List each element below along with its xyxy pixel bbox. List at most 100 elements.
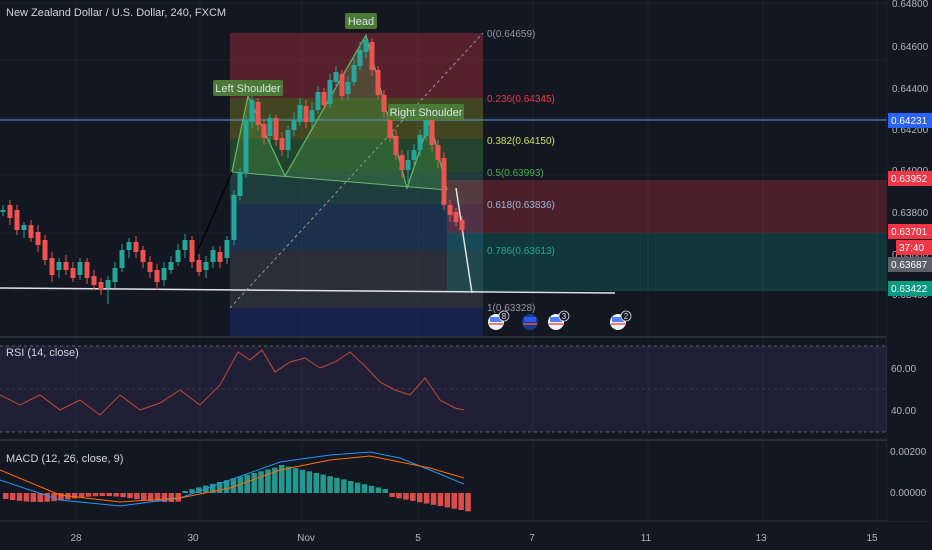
price-tick: 0.63600 [892, 250, 929, 261]
macd-bar [3, 493, 9, 499]
fib-retracement-zones [230, 33, 483, 336]
economic-events[interactable]: 8 3 2 [488, 310, 632, 330]
macd-bar [327, 476, 333, 493]
fib-label: 0.618(0.63836) [487, 200, 555, 211]
macd-bar [85, 493, 92, 497]
time-axis[interactable]: 28 30 Nov 5 7 11 13 15 [70, 533, 878, 544]
price-tick: 0.64800 [892, 0, 929, 10]
time-tick: 30 [187, 533, 199, 544]
macd-bar [78, 493, 85, 498]
macd-panel[interactable]: MACD (12, 26, close, 9) [0, 451, 471, 512]
macd-bar [175, 493, 181, 502]
macd-bar [313, 473, 319, 493]
fib-level-labels: 0(0.64659) 0.236(0.64345) 0.382(0.64150) 0.… [487, 29, 555, 314]
time-tick: 11 [641, 533, 652, 544]
macd-bar [354, 482, 361, 493]
macd-bar [444, 493, 451, 508]
macd-bar [168, 493, 175, 502]
macd-tick-0: 0.00000 [890, 488, 927, 499]
fib-label: 0.5(0.63993) [487, 168, 544, 179]
fib-diagonal [229, 32, 484, 309]
macd-bar [265, 469, 271, 493]
macd-bar [120, 493, 126, 498]
rsi-tick-40: 40.00 [891, 406, 916, 417]
price-axis[interactable]: 0.648000.646000.644000.642000.640000.638… [887, 0, 932, 521]
fib-label: 0.786(0.63613) [487, 246, 555, 257]
macd-bar [382, 489, 388, 493]
macd-bar [196, 487, 202, 493]
head-label[interactable]: Head [345, 13, 377, 29]
macd-bar [451, 493, 457, 509]
macd-bar [292, 468, 299, 493]
price-tick: 0.64400 [892, 84, 929, 95]
macd-bar [244, 474, 250, 493]
price-marker-label: 0.63422 [891, 284, 928, 295]
macd-bar [23, 493, 30, 502]
price-marker [888, 113, 932, 128]
macd-bar [30, 493, 37, 502]
macd-bar [251, 473, 257, 493]
left-shoulder-label[interactable]: Left Shoulder [213, 80, 283, 96]
right-shoulder-label[interactable]: Right Shoulder [388, 104, 464, 120]
macd-bar [92, 493, 99, 497]
macd-bar [417, 493, 423, 503]
svg-text:Right Shoulder: Right Shoulder [390, 107, 463, 119]
macd-bar [72, 493, 78, 499]
macd-bar [203, 485, 209, 493]
macd-bar [58, 493, 64, 501]
chart-title: New Zealand Dollar / U.S. Dollar, 240, F… [6, 7, 226, 19]
macd-bar [44, 493, 50, 502]
macd-bar [106, 493, 112, 497]
projection-line [455, 187, 473, 294]
time-tick: 28 [70, 533, 82, 544]
macd-bar [113, 493, 119, 497]
macd-bar [299, 469, 306, 493]
macd-label: MACD (12, 26, close, 9) [6, 453, 123, 465]
macd-bar [410, 493, 416, 501]
event-count: 8 [502, 312, 507, 321]
macd-bar [348, 481, 354, 493]
time-tick: Nov [297, 533, 315, 544]
event-count: 3 [562, 312, 567, 321]
fib-label: 0.236(0.64345) [487, 94, 555, 105]
macd-bar [279, 465, 285, 493]
macd-bar [147, 493, 154, 501]
price-marker-label: 37:40 [899, 243, 924, 254]
macd-bar [437, 493, 444, 507]
macd-bar [458, 493, 464, 510]
macd-bar [210, 483, 216, 493]
macd-bar [272, 467, 278, 493]
time-tick: 5 [415, 533, 421, 544]
price-tick: 0.64200 [892, 125, 929, 136]
macd-bar [320, 474, 326, 493]
macd-bar [341, 479, 347, 493]
macd-bar [285, 466, 292, 493]
macd-bar [361, 484, 368, 493]
macd-bar [430, 493, 437, 505]
macd-bar [16, 493, 23, 501]
stop-loss-zone[interactable] [447, 180, 887, 233]
price-marker [896, 240, 932, 255]
rsi-label: RSI (14, close) [6, 347, 79, 359]
macd-bar [223, 480, 230, 493]
macd-bar [9, 493, 16, 500]
macd-bar [375, 487, 382, 493]
macd-tick-200: 0.00200 [890, 447, 927, 458]
macd-bar [368, 485, 375, 493]
macd-bar [306, 471, 313, 493]
take-profit-zone[interactable] [447, 233, 887, 291]
macd-bar [182, 491, 188, 493]
rsi-panel[interactable]: RSI (14, close) [0, 345, 887, 433]
macd-bar [230, 478, 237, 493]
macd-bar [465, 493, 471, 512]
price-marker [888, 257, 932, 272]
price-tick: 0.64600 [892, 42, 929, 53]
macd-bar [216, 482, 223, 493]
event-count: 2 [624, 312, 629, 321]
macd-bar [334, 477, 340, 493]
macd-bar [127, 493, 133, 499]
svg-text:Head: Head [348, 16, 374, 28]
macd-bar [189, 489, 195, 493]
price-marker [888, 224, 932, 239]
